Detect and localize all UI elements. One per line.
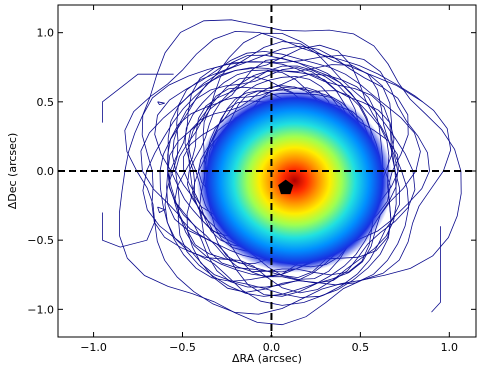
pentagon-marker: [278, 179, 294, 195]
contour-line: [140, 45, 409, 298]
x-tick-label: 1.0: [441, 341, 459, 354]
x-axis-label: ΔRA (arcsec): [232, 352, 302, 365]
reference-lines: [58, 5, 476, 337]
x-tick-label: −1.0: [80, 341, 107, 354]
y-axis-label: ΔDec (arcsec): [6, 133, 19, 210]
y-tick-label: 0.0: [37, 165, 55, 178]
contour-fragment: [102, 212, 157, 248]
emission-fill: [196, 88, 393, 273]
y-tick-label: −1.0: [27, 303, 54, 316]
y-tick-label: 0.5: [37, 96, 55, 109]
contour-fragment: [369, 73, 423, 103]
contour-fragment: [431, 226, 441, 313]
contour-fragment: [102, 73, 174, 123]
contour-fragment: [157, 206, 166, 214]
contour-fragment: [157, 101, 165, 106]
x-tick-label: 0.0: [263, 341, 281, 354]
emission-core: [196, 88, 393, 273]
source-marker-layer: [278, 179, 294, 195]
axis-ticks: −1.0 −0.5 0.0 0.5 1.0 −1.0 −0.5 0.0 0.5 1.0: [27, 5, 476, 354]
y-tick-label: −0.5: [27, 234, 54, 247]
x-tick-label: −0.5: [169, 341, 196, 354]
x-tick-label: 0.5: [352, 341, 370, 354]
y-tick-label: 1.0: [37, 27, 55, 40]
